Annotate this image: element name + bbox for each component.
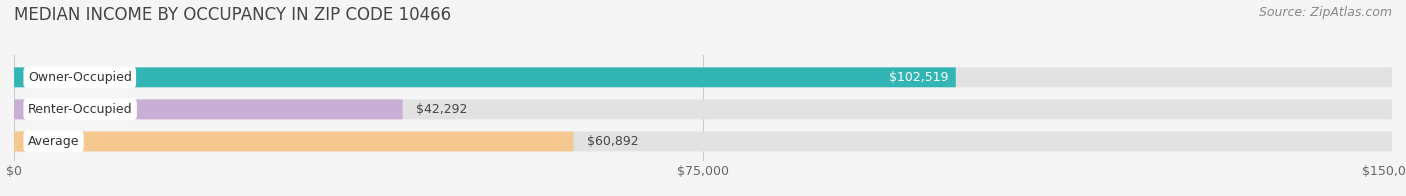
Text: Owner-Occupied: Owner-Occupied bbox=[28, 71, 132, 84]
FancyBboxPatch shape bbox=[14, 132, 1392, 152]
Text: MEDIAN INCOME BY OCCUPANCY IN ZIP CODE 10466: MEDIAN INCOME BY OCCUPANCY IN ZIP CODE 1… bbox=[14, 6, 451, 24]
FancyBboxPatch shape bbox=[14, 132, 574, 152]
Text: $42,292: $42,292 bbox=[416, 103, 468, 116]
Text: Renter-Occupied: Renter-Occupied bbox=[28, 103, 132, 116]
Text: Source: ZipAtlas.com: Source: ZipAtlas.com bbox=[1258, 6, 1392, 19]
FancyBboxPatch shape bbox=[14, 99, 1392, 119]
FancyBboxPatch shape bbox=[14, 67, 956, 87]
FancyBboxPatch shape bbox=[14, 99, 402, 119]
Text: $102,519: $102,519 bbox=[889, 71, 949, 84]
Text: $60,892: $60,892 bbox=[588, 135, 638, 148]
Text: Average: Average bbox=[28, 135, 79, 148]
FancyBboxPatch shape bbox=[14, 67, 1392, 87]
